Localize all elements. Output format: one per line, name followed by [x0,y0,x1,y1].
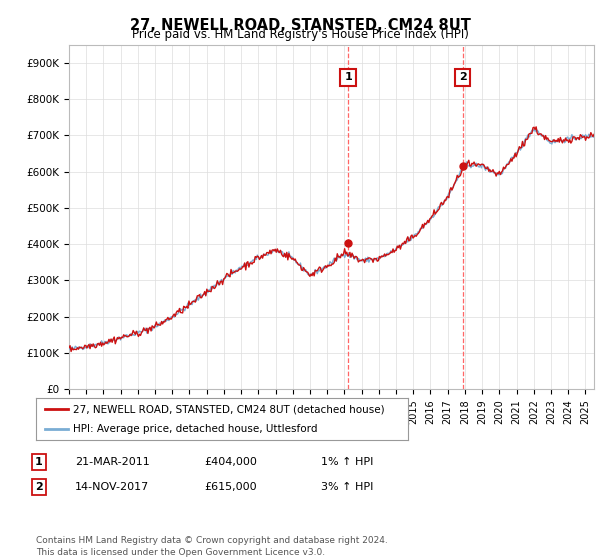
Text: 1: 1 [35,457,43,467]
Text: HPI: Average price, detached house, Uttlesford: HPI: Average price, detached house, Uttl… [73,424,318,434]
Text: £404,000: £404,000 [204,457,257,467]
Text: 21-MAR-2011: 21-MAR-2011 [75,457,150,467]
Text: Price paid vs. HM Land Registry's House Price Index (HPI): Price paid vs. HM Land Registry's House … [131,28,469,41]
Text: Contains HM Land Registry data © Crown copyright and database right 2024.
This d: Contains HM Land Registry data © Crown c… [36,536,388,557]
Text: 27, NEWELL ROAD, STANSTED, CM24 8UT: 27, NEWELL ROAD, STANSTED, CM24 8UT [130,18,470,33]
Text: 1% ↑ HPI: 1% ↑ HPI [321,457,373,467]
Text: 2: 2 [459,72,467,82]
Text: £615,000: £615,000 [204,482,257,492]
Text: 27, NEWELL ROAD, STANSTED, CM24 8UT (detached house): 27, NEWELL ROAD, STANSTED, CM24 8UT (det… [73,404,385,414]
Text: 1: 1 [344,72,352,82]
Text: 14-NOV-2017: 14-NOV-2017 [75,482,149,492]
Text: 2: 2 [35,482,43,492]
Text: 3% ↑ HPI: 3% ↑ HPI [321,482,373,492]
